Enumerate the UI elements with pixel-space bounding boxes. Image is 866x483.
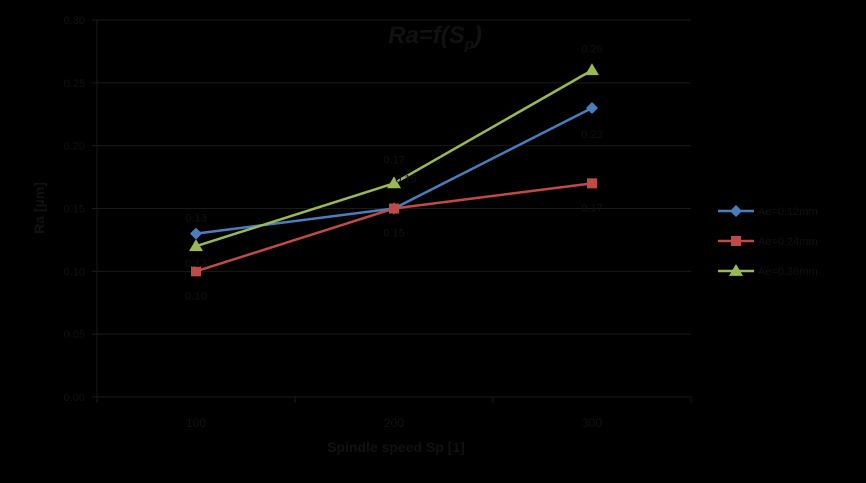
data-label: 0.17 [581, 202, 602, 214]
data-point [189, 239, 203, 252]
data-point [586, 101, 598, 114]
x-tick-label: 100 [186, 416, 206, 430]
x-tick-labels: 100 200 300 [186, 416, 602, 430]
y-tick-label: 0.25 [64, 78, 85, 90]
data-point [389, 203, 399, 214]
x-tick-label: 200 [384, 416, 404, 430]
legend: Ae=0.12mm Ae=0.24mm Ae=0.36mm [718, 205, 818, 278]
y-axis-title: Ra [µm] [31, 182, 47, 234]
data-label: 0.17 [383, 154, 404, 166]
y-tick-label: 0.20 [64, 141, 85, 153]
y-tick-labels: 0.00 0.05 0.10 0.15 0.20 0.25 0.30 [64, 15, 85, 404]
legend-label: Ae=0.36mm [758, 266, 818, 278]
data-label: 0.10 [185, 290, 206, 302]
chart-title: Ra=f(Sp) [388, 22, 482, 53]
legend-marker [730, 205, 742, 217]
data-point [585, 63, 599, 76]
y-tick-label: 0.00 [64, 392, 85, 404]
data-label: 0.12 [185, 258, 206, 270]
data-labels: 0.13 0.15 0.23 0.10 0.15 0.17 0.12 0.17 0.26 [185, 43, 602, 302]
data-label: 0.15 [395, 174, 416, 186]
y-tick-label: 0.15 [64, 204, 85, 216]
legend-label: Ae=0.12mm [758, 206, 818, 218]
legend-marker [731, 236, 741, 246]
data-point [387, 176, 401, 189]
data-label: 0.15 [383, 228, 404, 240]
series-group [189, 63, 599, 277]
y-tick-label: 0.10 [64, 266, 85, 278]
y-tick-label: 0.05 [64, 329, 85, 341]
data-point [190, 227, 202, 240]
data-label: 0.26 [581, 43, 602, 55]
data-point [191, 266, 201, 277]
axes [92, 19, 692, 403]
data-label: 0.13 [185, 213, 206, 225]
data-point [587, 178, 597, 189]
legend-marker [729, 264, 743, 276]
x-tick-label: 300 [582, 416, 602, 430]
data-label: 0.23 [581, 129, 602, 141]
x-axis-title: Spindle speed Sp [1] [327, 439, 465, 455]
y-tick-label: 0.30 [64, 15, 85, 27]
legend-label: Ae=0.24mm [758, 236, 818, 248]
